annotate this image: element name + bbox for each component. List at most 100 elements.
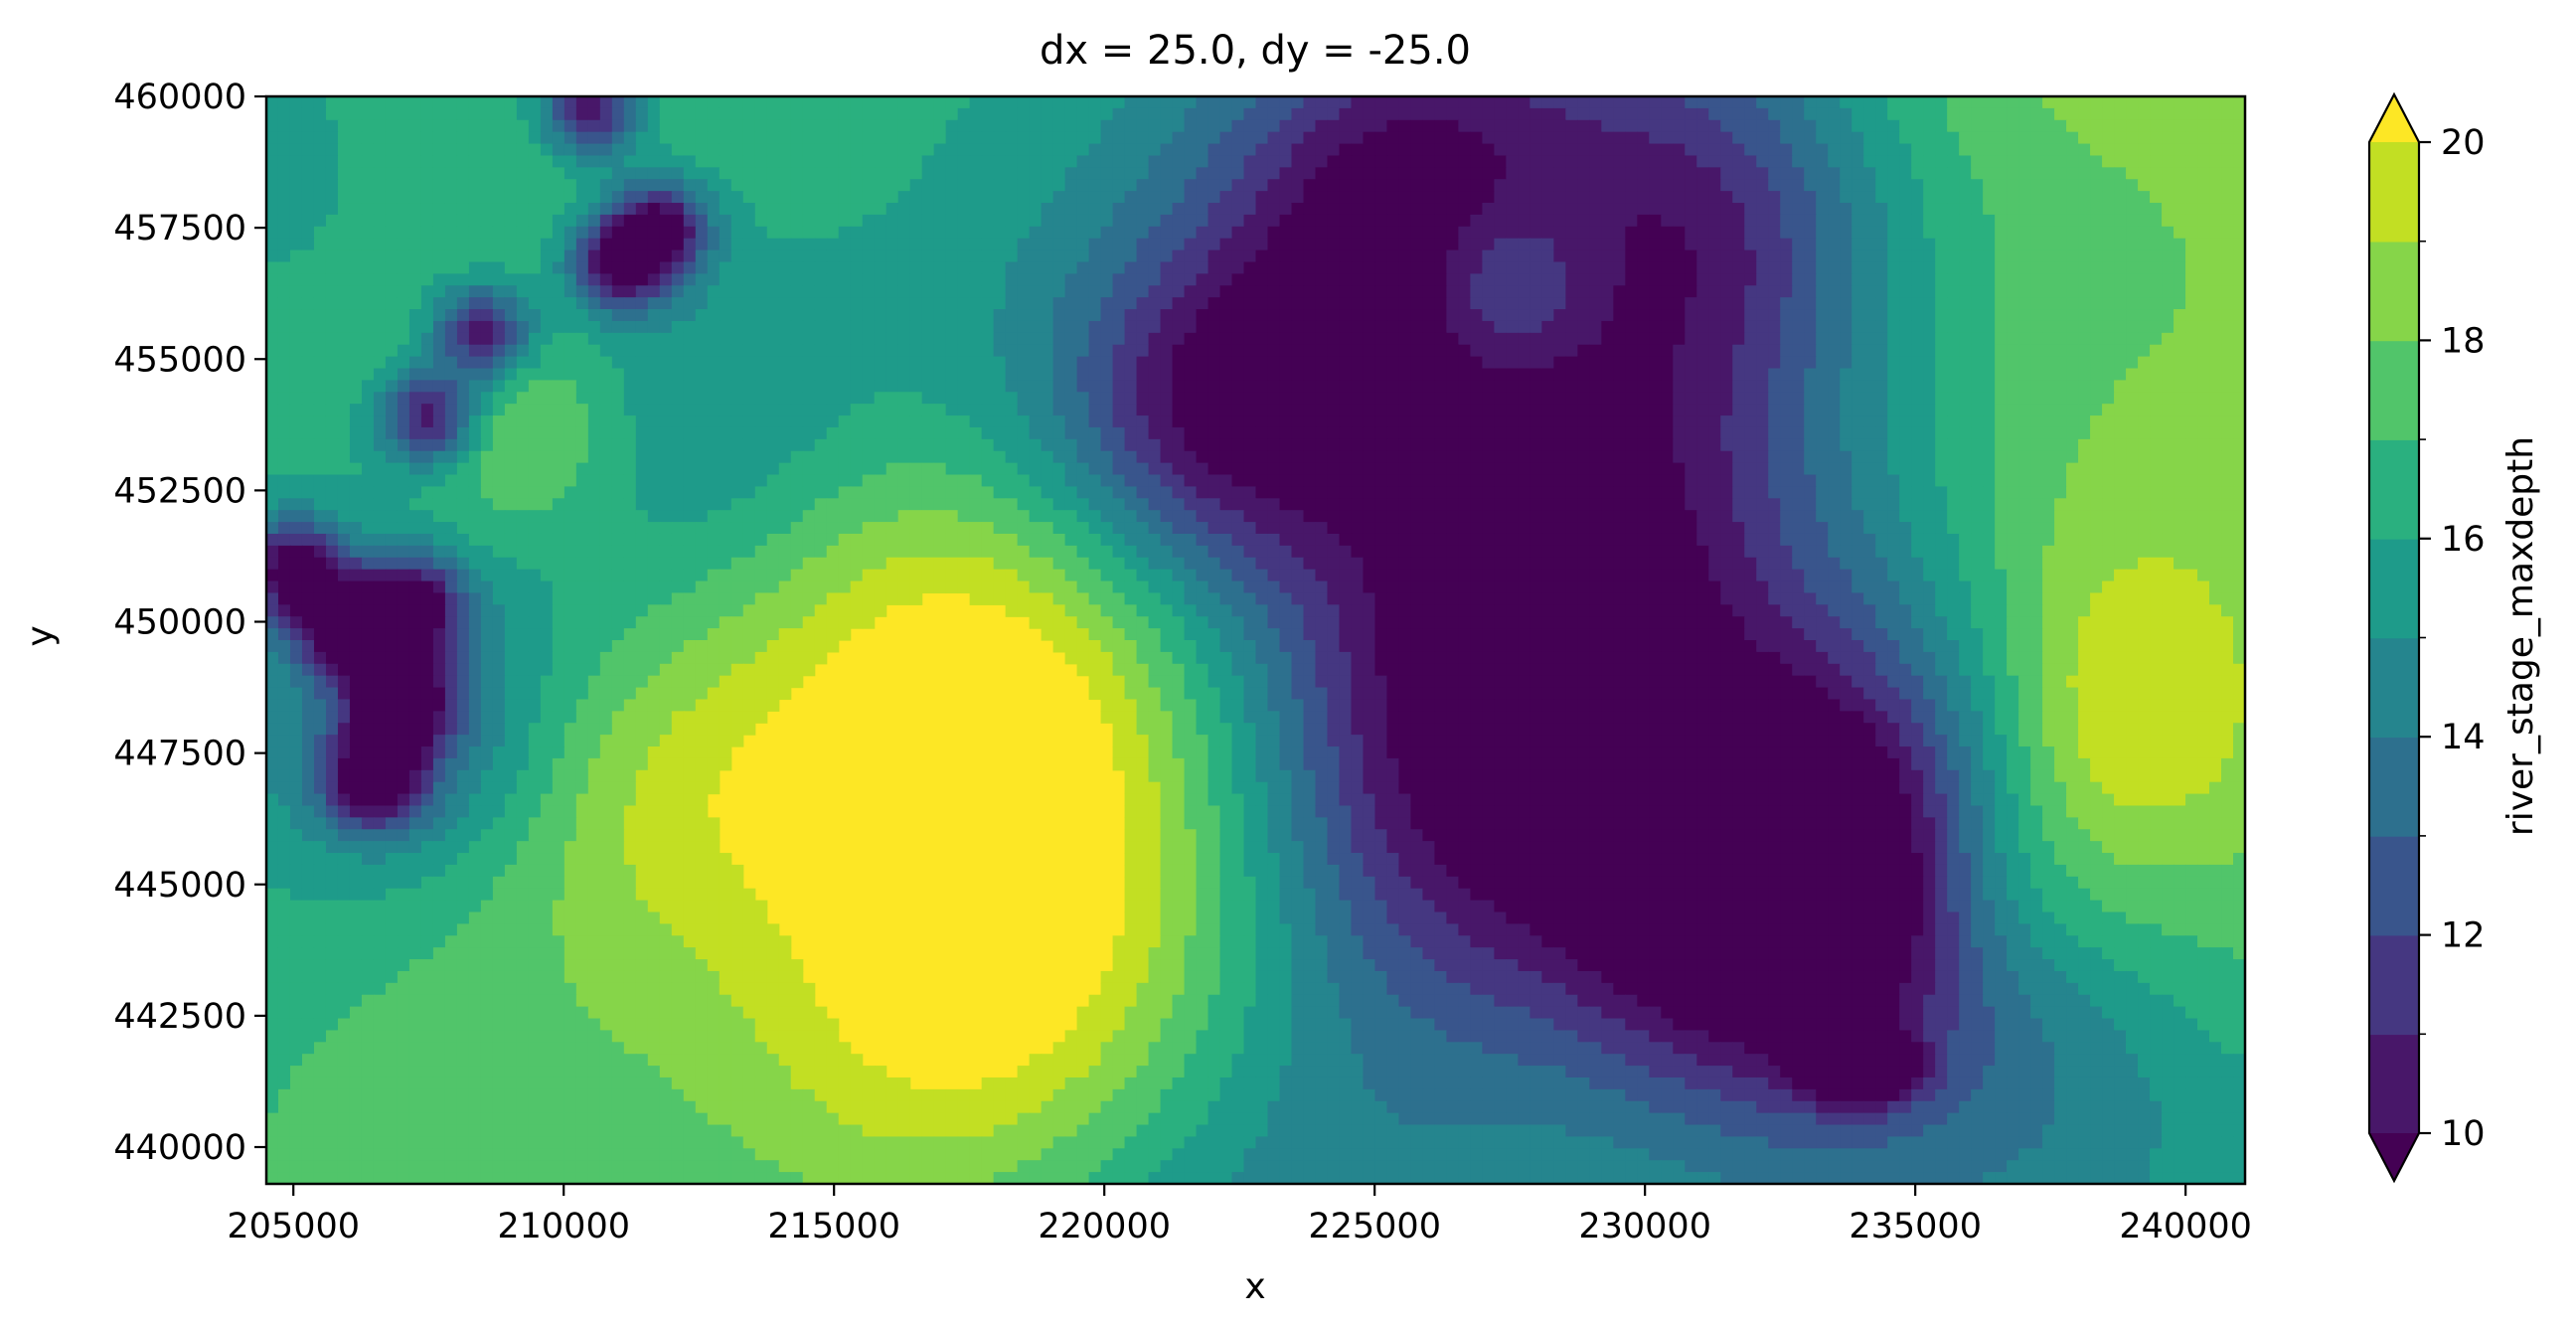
contour-cell bbox=[754, 438, 768, 452]
contour-cell bbox=[2138, 438, 2151, 452]
contour-cell bbox=[1208, 380, 1221, 393]
contour-cell bbox=[1518, 344, 1530, 358]
contour-cell bbox=[838, 320, 852, 334]
contour-cell bbox=[1816, 179, 1829, 192]
contour-cell bbox=[432, 285, 446, 298]
contour-cell bbox=[2102, 155, 2115, 168]
contour-cell bbox=[2114, 107, 2127, 121]
contour-cell bbox=[838, 203, 852, 216]
contour-cell bbox=[790, 297, 804, 310]
contour-cell bbox=[1064, 426, 1078, 440]
contour-cell bbox=[719, 96, 732, 109]
contour-cell bbox=[1935, 380, 1948, 393]
contour-cell bbox=[1160, 380, 1174, 393]
contour-cell bbox=[1840, 392, 1852, 405]
contour-cell bbox=[1911, 143, 1924, 157]
contour-cell bbox=[933, 380, 947, 393]
contour-cell bbox=[599, 167, 613, 180]
contour-cell bbox=[1291, 380, 1305, 393]
contour-cell bbox=[1279, 320, 1293, 334]
contour-cell bbox=[313, 415, 327, 428]
contour-cell bbox=[2185, 96, 2198, 109]
contour-cell bbox=[2018, 203, 2031, 216]
contour-cell bbox=[933, 426, 947, 440]
contour-cell bbox=[385, 107, 399, 121]
contour-cell bbox=[325, 426, 339, 440]
contour-cell bbox=[826, 131, 840, 145]
contour-cell bbox=[2174, 261, 2186, 274]
contour-cell bbox=[313, 450, 327, 464]
contour-cell bbox=[1196, 356, 1209, 370]
contour-cell bbox=[1613, 332, 1626, 346]
contour-cell bbox=[933, 368, 947, 381]
contour-cell bbox=[909, 332, 923, 346]
contour-cell bbox=[862, 332, 876, 346]
contour-cell bbox=[1327, 273, 1341, 286]
contour-cell bbox=[1327, 191, 1341, 204]
contour-cell bbox=[1732, 320, 1745, 334]
contour-cell bbox=[719, 203, 732, 216]
contour-cell bbox=[373, 285, 387, 298]
contour-cell bbox=[611, 226, 625, 240]
contour-cell bbox=[1971, 273, 1984, 286]
contour-cell bbox=[1029, 214, 1043, 228]
contour-cell bbox=[1243, 404, 1257, 416]
contour-cell bbox=[1696, 438, 1709, 452]
contour-cell bbox=[707, 344, 721, 358]
contour-cell bbox=[802, 167, 816, 180]
contour-cell bbox=[707, 179, 721, 192]
contour-cell bbox=[1959, 285, 1972, 298]
contour-cell bbox=[659, 131, 673, 145]
contour-cell bbox=[1076, 214, 1090, 228]
contour-cell bbox=[1768, 203, 1781, 216]
contour-cell bbox=[1947, 96, 1960, 109]
contour-cell bbox=[1196, 297, 1209, 310]
contour-cell bbox=[540, 214, 554, 228]
contour-cell bbox=[909, 203, 923, 216]
contour-cell bbox=[1184, 285, 1198, 298]
contour-cell bbox=[1792, 392, 1805, 405]
contour-cell bbox=[1852, 191, 1864, 204]
contour-cell bbox=[754, 426, 768, 440]
contour-cell bbox=[1971, 119, 1984, 133]
contour-cell bbox=[2221, 214, 2234, 228]
contour-cell bbox=[444, 226, 458, 240]
contour-cell bbox=[2150, 356, 2163, 370]
contour-cell bbox=[2150, 131, 2163, 145]
contour-cell bbox=[2066, 261, 2079, 274]
contour-cell bbox=[361, 107, 375, 121]
contour-cell bbox=[361, 285, 375, 298]
contour-cell bbox=[2197, 155, 2210, 168]
contour-cell bbox=[886, 96, 899, 109]
contour-cell bbox=[1923, 191, 1936, 204]
contour-cell bbox=[1541, 107, 1554, 121]
contour-cell bbox=[1029, 415, 1043, 428]
contour-cell bbox=[1911, 107, 1924, 121]
contour-cell bbox=[540, 273, 554, 286]
contour-cell bbox=[540, 96, 554, 109]
contour-cell bbox=[408, 226, 422, 240]
contour-cell bbox=[2138, 238, 2151, 251]
contour-cell bbox=[1172, 203, 1186, 216]
contour-cell bbox=[301, 285, 315, 298]
contour-cell bbox=[408, 131, 422, 145]
contour-cell bbox=[1279, 426, 1293, 440]
contour-cell bbox=[2090, 249, 2103, 263]
contour-cell bbox=[301, 143, 315, 157]
contour-cell bbox=[1875, 273, 1888, 286]
contour-cell bbox=[492, 332, 506, 346]
contour-cell bbox=[647, 297, 661, 310]
contour-cell bbox=[1696, 380, 1709, 393]
contour-cell bbox=[1017, 155, 1031, 168]
contour-cell bbox=[2197, 344, 2210, 358]
contour-cell bbox=[516, 226, 530, 240]
contour-cell bbox=[1327, 285, 1341, 298]
contour-cell bbox=[587, 131, 601, 145]
contour-cell bbox=[2090, 273, 2103, 286]
contour-cell bbox=[1601, 380, 1614, 393]
contour-cell bbox=[1935, 143, 1948, 157]
contour-cell bbox=[1744, 285, 1757, 298]
contour-cell bbox=[945, 285, 959, 298]
contour-cell bbox=[683, 404, 697, 416]
contour-cell bbox=[1494, 415, 1507, 428]
